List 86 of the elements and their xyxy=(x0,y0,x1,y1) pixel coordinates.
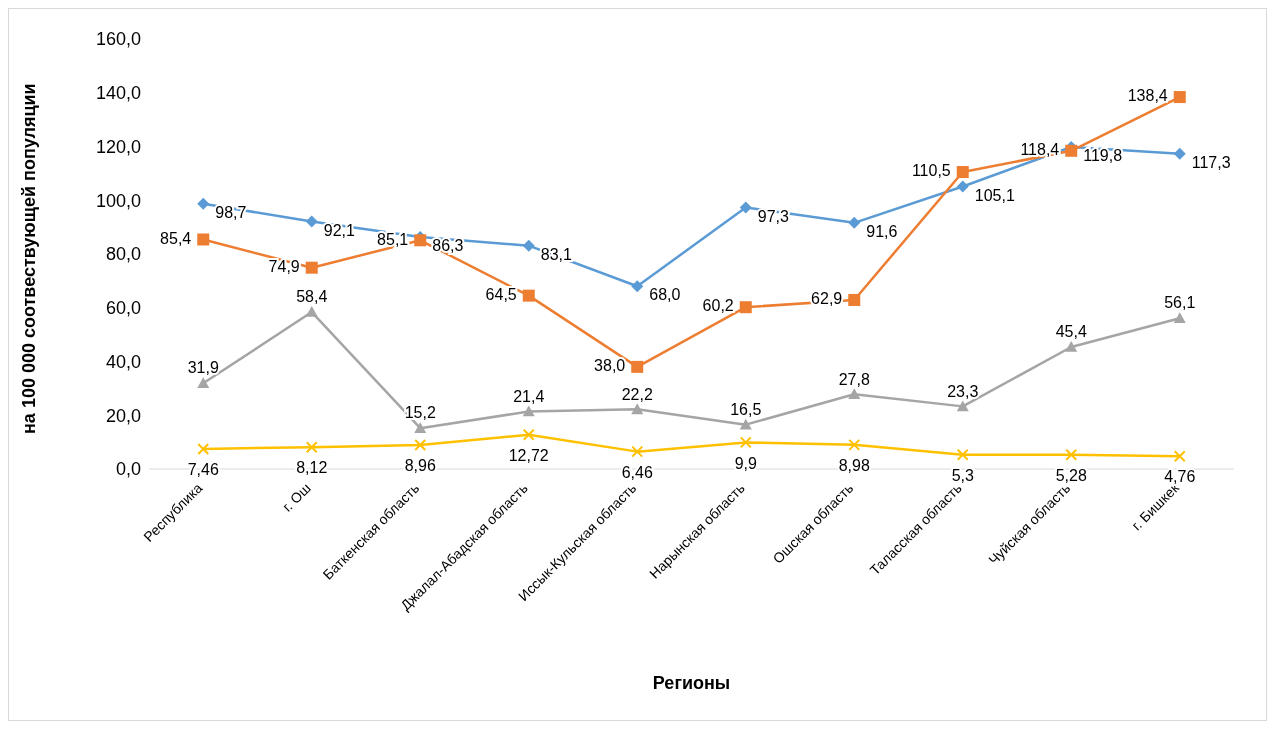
point xyxy=(522,428,535,441)
data-label: 85,4 xyxy=(160,229,192,247)
point xyxy=(1173,450,1186,463)
y-tick-label: 140,0 xyxy=(95,83,141,104)
point xyxy=(1173,91,1186,104)
point xyxy=(739,418,752,430)
data-label: 119,8 xyxy=(1083,147,1123,165)
data-label: 60,2 xyxy=(702,297,734,315)
point xyxy=(956,180,969,193)
point xyxy=(631,360,644,373)
data-label: 5,3 xyxy=(951,466,974,484)
point xyxy=(522,405,535,417)
point xyxy=(956,400,969,412)
point xyxy=(1173,312,1186,324)
data-label: 8,96 xyxy=(404,457,436,475)
y-tick-label: 0,0 xyxy=(115,459,141,480)
data-label: 97,3 xyxy=(757,207,789,225)
y-tick-label: 20,0 xyxy=(105,405,141,426)
y-tick-label: 120,0 xyxy=(95,136,141,157)
data-label: 4,76 xyxy=(1164,468,1196,486)
point xyxy=(848,293,861,306)
point xyxy=(522,289,535,302)
data-label: 27,8 xyxy=(838,370,870,388)
data-label: 117,3 xyxy=(1191,153,1231,171)
point xyxy=(956,166,969,179)
x-tick-label: г. Ош xyxy=(279,479,314,515)
y-tick-label: 60,0 xyxy=(105,298,141,319)
data-label: 85,1 xyxy=(377,230,409,248)
data-label: 92,1 xyxy=(323,221,355,239)
data-label: 86,3 xyxy=(432,237,464,255)
data-label: 21,4 xyxy=(513,387,545,405)
y-tick-label: 160,0 xyxy=(95,29,141,50)
data-label: 12,72 xyxy=(508,447,549,465)
data-label: 15,2 xyxy=(404,404,436,422)
data-label: 22,2 xyxy=(621,385,653,403)
point xyxy=(197,442,210,455)
data-label: 5,28 xyxy=(1055,467,1087,485)
point xyxy=(848,438,861,451)
data-label: 56,1 xyxy=(1164,294,1196,312)
data-label: 91,6 xyxy=(866,223,898,241)
point xyxy=(305,306,318,317)
point xyxy=(956,448,969,461)
data-label: 98,7 xyxy=(215,203,247,221)
y-axis-title: на 100 000 соотвествующей популяции xyxy=(19,83,40,434)
data-label: 23,3 xyxy=(947,382,979,400)
data-label: 68,0 xyxy=(649,286,681,304)
point xyxy=(1173,147,1186,160)
point xyxy=(305,261,318,274)
point xyxy=(848,216,861,229)
data-label: 110,5 xyxy=(911,162,951,180)
data-label: 138,4 xyxy=(1127,87,1168,105)
data-label: 45,4 xyxy=(1055,323,1087,341)
y-tick-label: 80,0 xyxy=(105,244,141,265)
data-label: 8,98 xyxy=(838,457,870,475)
point xyxy=(197,233,210,246)
point xyxy=(305,215,318,228)
y-tick-label: 100,0 xyxy=(95,190,141,211)
point xyxy=(739,436,752,449)
point xyxy=(197,377,210,389)
data-label: 38,0 xyxy=(594,357,626,375)
point xyxy=(197,197,210,210)
data-label: 64,5 xyxy=(485,285,517,303)
point xyxy=(631,445,644,458)
data-label: 16,5 xyxy=(730,400,762,418)
point xyxy=(305,441,318,454)
point xyxy=(739,201,752,214)
point xyxy=(414,438,427,451)
data-label: 6,46 xyxy=(621,463,653,481)
point xyxy=(631,280,644,293)
x-axis-title: Регионы xyxy=(652,673,731,693)
point xyxy=(631,403,644,415)
point xyxy=(414,422,427,433)
data-label: 105,1 xyxy=(974,186,1015,204)
data-label: 58,4 xyxy=(296,288,328,306)
point xyxy=(1065,340,1078,352)
data-label: 118,4 xyxy=(1020,141,1060,159)
point xyxy=(848,388,861,400)
y-tick-label: 40,0 xyxy=(105,351,141,372)
data-label: 8,12 xyxy=(296,459,328,477)
data-label: 9,9 xyxy=(734,454,757,472)
point xyxy=(739,301,752,314)
point xyxy=(1065,448,1078,461)
data-label: 7,46 xyxy=(187,461,219,479)
data-label: 31,9 xyxy=(187,359,219,377)
point xyxy=(522,239,535,252)
data-label: 74,9 xyxy=(268,257,300,275)
